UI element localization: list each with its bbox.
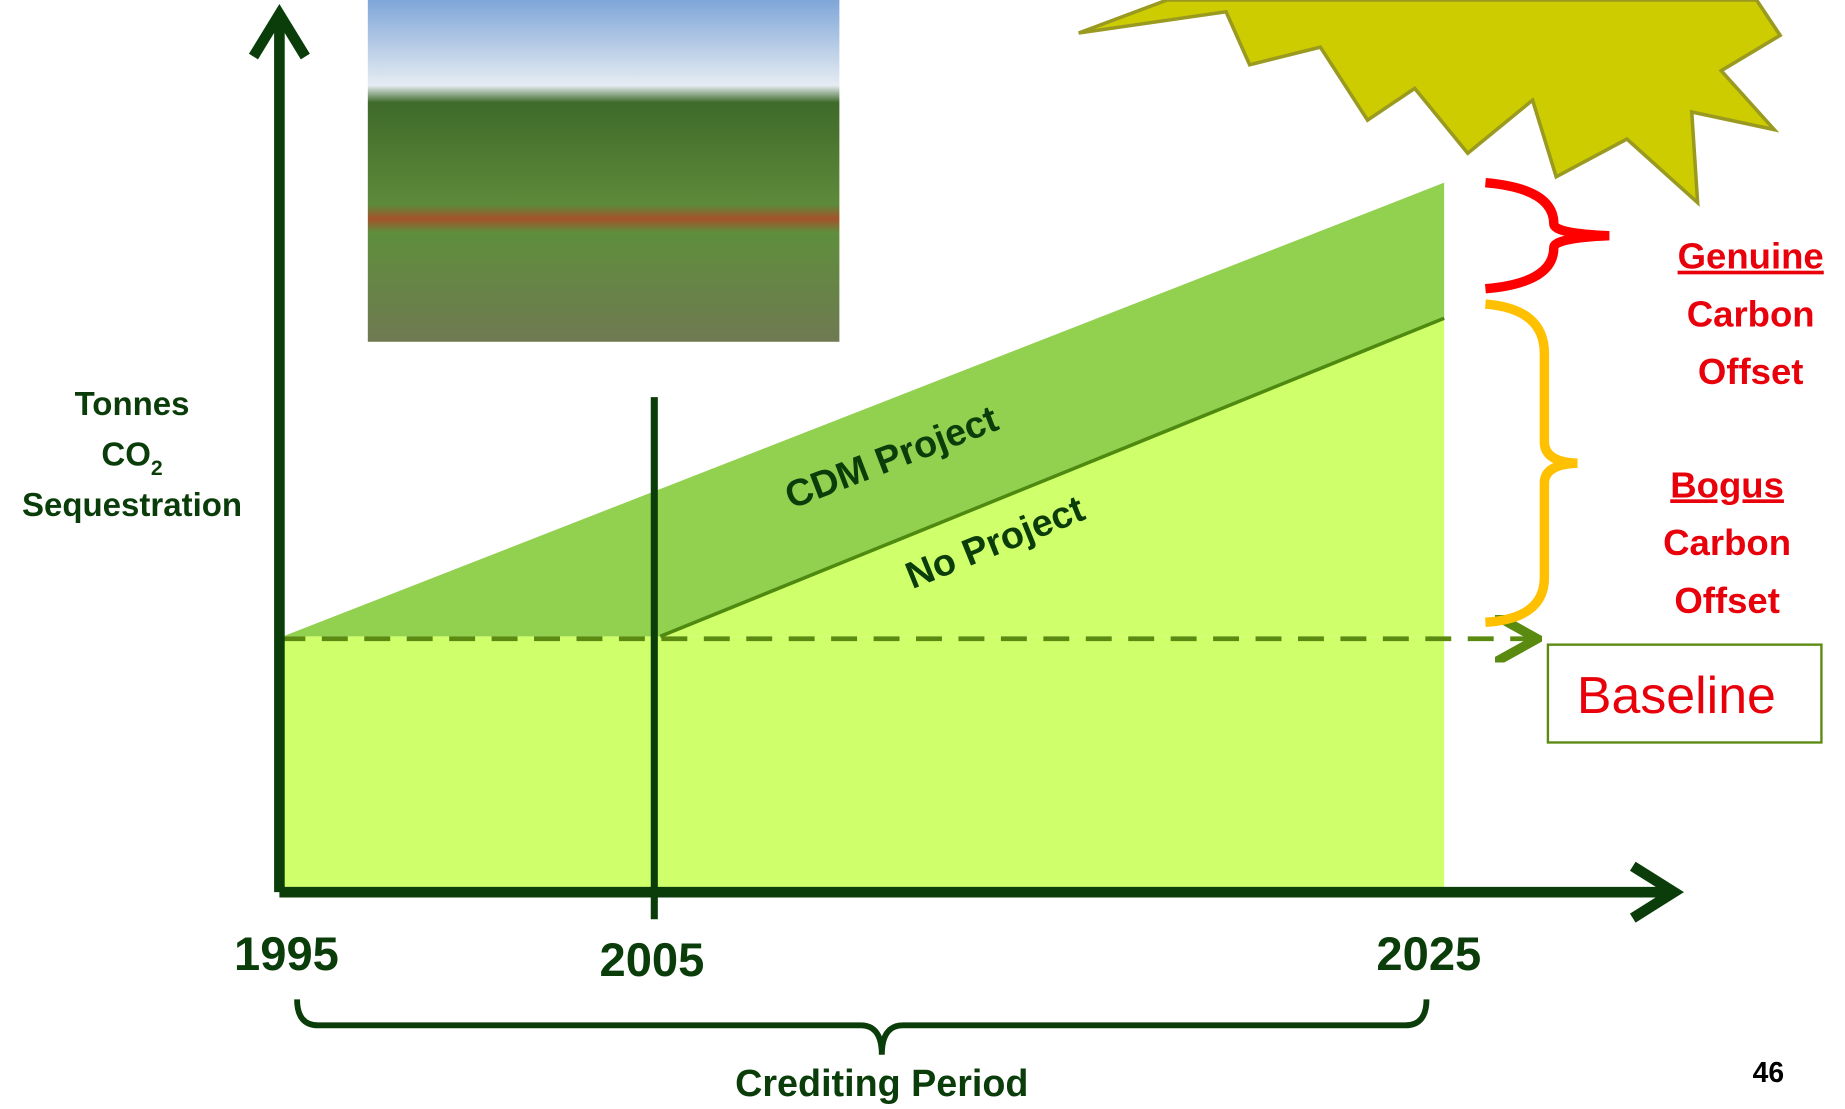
y-label: CO2 — [101, 436, 162, 480]
genuine-label: Offset — [1698, 351, 1804, 392]
bogus-label: Offset — [1674, 580, 1780, 621]
x-label: 2025 — [1376, 927, 1481, 980]
y-label: CO — [101, 436, 151, 473]
y-label: Sequestration — [22, 486, 242, 523]
genuine-brace — [1485, 183, 1609, 289]
x-label: 1995 — [234, 927, 339, 980]
baseline-label: Baseline — [1577, 666, 1776, 724]
x-label: 2005 — [600, 933, 705, 986]
photo — [368, 0, 840, 342]
genuine-label: Carbon — [1687, 293, 1815, 334]
bogus-brace — [1485, 304, 1577, 622]
x-caption: Crediting Period — [735, 1062, 1028, 1104]
y-label: Tonnes — [75, 385, 190, 422]
baseline-area — [283, 636, 1444, 889]
diagram: Tonnes CO2 Sequestration 1995 2005 2025 … — [0, 0, 1845, 1109]
page-number: 46 — [1753, 1056, 1784, 1088]
sun-shape — [1079, 0, 1780, 203]
bogus-label: Bogus — [1670, 464, 1784, 505]
page: Tonnes CO2 Sequestration 1995 2005 2025 … — [0, 0, 1845, 1109]
bogus-label: Carbon — [1663, 522, 1791, 563]
genuine-label: Genuine — [1678, 236, 1824, 277]
y-label-subscript: 2 — [151, 457, 163, 480]
period-bracket — [297, 999, 1426, 1054]
